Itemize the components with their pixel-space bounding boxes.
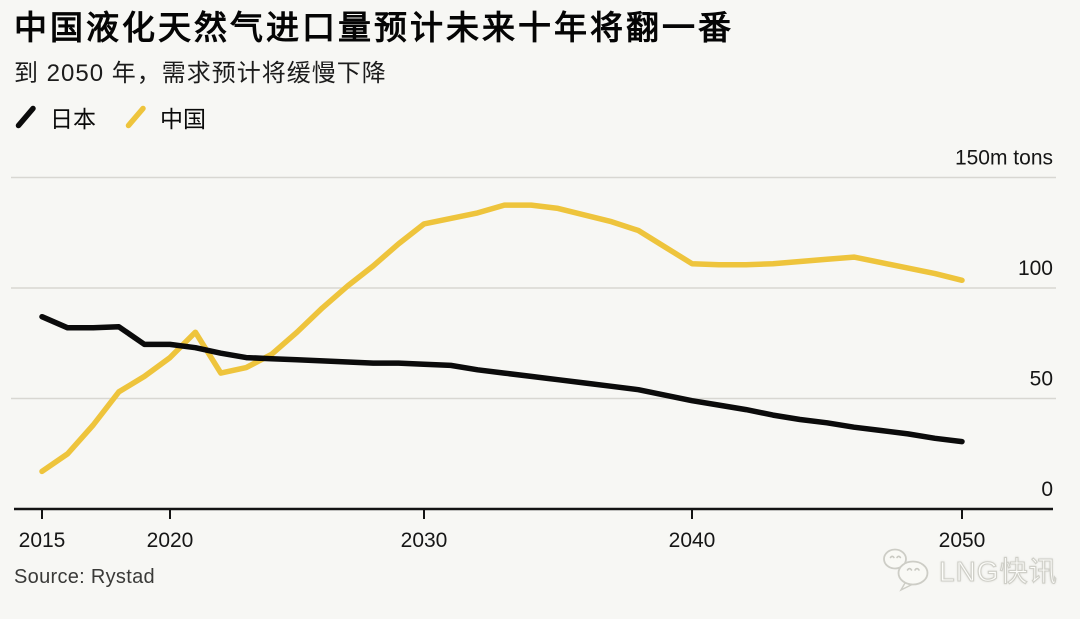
- legend-item-japan: 日本: [14, 100, 96, 134]
- chart-legend: 日本 中国: [14, 100, 206, 134]
- japan-line-swatch-icon: [15, 105, 36, 129]
- legend-label-japan: 日本: [50, 106, 96, 132]
- svg-text:50: 50: [1030, 368, 1053, 391]
- svg-text:100: 100: [1018, 257, 1053, 280]
- chart-subtitle: 到 2050 年，需求预计将缓慢下降: [14, 60, 387, 87]
- svg-text:150m tons: 150m tons: [955, 147, 1053, 170]
- svg-text:2020: 2020: [147, 529, 194, 552]
- watermark: LNG快讯: [882, 547, 1058, 593]
- legend-label-china: 中国: [160, 106, 206, 132]
- legend-item-china: 中国: [124, 100, 206, 134]
- wechat-bubbles-icon: [883, 548, 929, 592]
- svg-text:0: 0: [1041, 478, 1053, 501]
- watermark-text: LNG快讯: [938, 555, 1058, 587]
- chart-title: 中国液化天然气进口量预计未来十年将翻一番: [14, 9, 734, 46]
- svg-text:2030: 2030: [401, 529, 448, 552]
- svg-text:2015: 2015: [19, 529, 66, 552]
- china-line-swatch-icon: [125, 105, 146, 129]
- svg-text:2050: 2050: [939, 529, 986, 552]
- source-note: Source: Rystad: [14, 566, 155, 588]
- svg-text:2040: 2040: [669, 529, 716, 552]
